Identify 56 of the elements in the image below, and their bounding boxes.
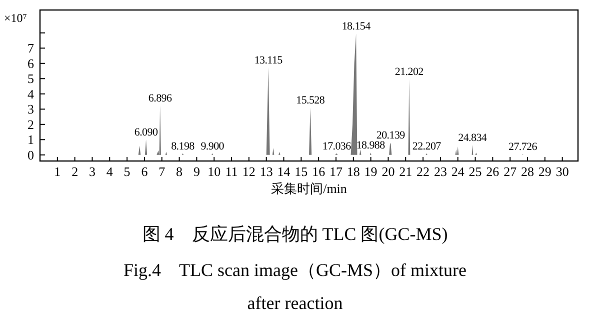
x-tick-label: 9 <box>193 164 200 179</box>
x-tick-label: 5 <box>124 164 130 179</box>
x-tick-label: 26 <box>486 164 500 179</box>
x-tick-label: 3 <box>88 164 96 179</box>
annotation: 6.090 <box>134 126 158 139</box>
x-tick-label: 17 <box>329 164 343 179</box>
x-tick-label: 29 <box>538 164 552 179</box>
y-tick-label: 1 <box>28 132 34 148</box>
y-tick-label: 4 <box>28 86 34 102</box>
annotation: 18.988 <box>356 140 386 152</box>
x-tick-label: 23 <box>434 164 447 179</box>
annotation: 27.726 <box>508 141 538 154</box>
annotation: 21.202 <box>394 66 424 78</box>
x-tick-label: 15 <box>294 164 308 179</box>
x-tick-label: 21 <box>399 164 412 179</box>
x-tick-label: 20 <box>382 164 395 179</box>
annotation: 6.896 <box>148 92 172 104</box>
x-tick-label: 12 <box>242 164 256 179</box>
annotation: 22.207 <box>412 140 442 152</box>
y-axis-title: ×10⁷ <box>4 11 27 25</box>
x-tick-label: 1 <box>54 164 61 179</box>
y-tick-label: 7 <box>28 40 34 56</box>
annotation: 17.036 <box>322 140 352 152</box>
x-tick-label: 22 <box>416 164 430 179</box>
annotation: 9.900 <box>200 140 225 152</box>
y-tick-label: 5 <box>28 71 34 86</box>
annotation: 24.834 <box>458 132 488 144</box>
annotation: 18.154 <box>342 20 372 33</box>
y-tick-label: 0 <box>28 147 34 162</box>
x-tick-label: 25 <box>468 164 482 179</box>
y-tick-label: 3 <box>28 102 34 117</box>
y-tick-label: 6 <box>28 56 34 71</box>
x-tick-label: 14 <box>277 164 291 179</box>
annotation: 8.198 <box>171 140 196 152</box>
x-tick-label: 10 <box>208 164 221 179</box>
text: Fig.4 TLC scan image（GC-MS）of mixture after reaction <box>124 260 466 313</box>
x-tick-label: 27 <box>504 164 518 179</box>
x-tick-label: 2 <box>72 164 78 179</box>
x-tick-label: 7 <box>158 164 166 179</box>
annotation: 20.139 <box>376 130 406 142</box>
text: 图 4 反应后混合物的 TLC 图(GC-MS) <box>142 224 448 244</box>
x-tick-label: 13 <box>260 164 273 179</box>
x-tick-label: 28 <box>521 164 534 179</box>
annotation: 15.528 <box>296 94 326 107</box>
x-tick-label: 18 <box>346 164 360 179</box>
x-tick-label: 30 <box>556 164 569 179</box>
x-tick-label: 19 <box>364 164 378 179</box>
annotation: 13.115 <box>254 54 284 66</box>
x-tick-label: 16 <box>312 164 326 179</box>
x-tick-label: 11 <box>225 164 238 179</box>
x-tick-label: 24 <box>451 164 465 179</box>
x-tick-label: 8 <box>176 164 183 179</box>
x-axis-title: 采集时间/min <box>271 181 348 196</box>
y-tick-label: 2 <box>28 116 34 132</box>
x-tick-label: 6 <box>141 164 148 179</box>
x-tick-label: 4 <box>106 164 114 179</box>
